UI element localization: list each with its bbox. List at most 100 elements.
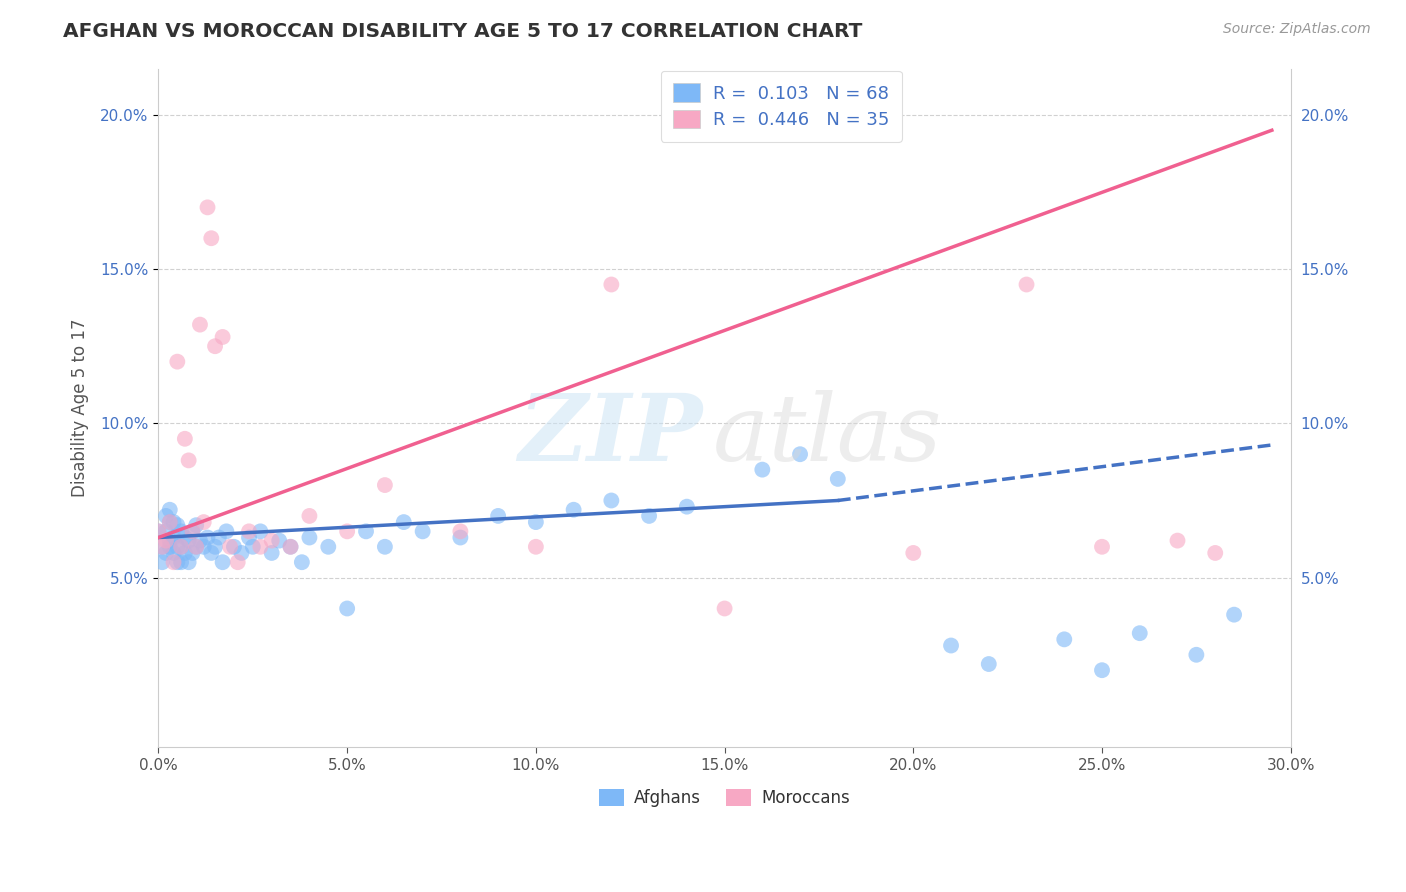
Point (166, 555, 188, 569)
Point (1185, 648, 1208, 662)
Point (188, 533, 211, 548)
Point (226, 555, 249, 569)
Point (751, 463, 773, 477)
Point (524, 540, 547, 554)
Point (177, 555, 200, 569)
Point (939, 639, 962, 653)
Point (713, 601, 735, 615)
Point (159, 533, 181, 548)
Point (186, 518, 208, 533)
Point (1053, 632, 1076, 647)
Point (238, 524, 260, 539)
Point (789, 447, 811, 461)
Text: ZIP: ZIP (517, 390, 702, 480)
Point (238, 531, 260, 545)
Point (354, 524, 377, 539)
Point (170, 540, 193, 554)
Point (200, 231, 222, 245)
Point (159, 515, 181, 529)
Point (186, 540, 208, 554)
Point (280, 540, 302, 554)
Point (449, 531, 471, 545)
Point (260, 533, 283, 548)
Point (148, 524, 170, 539)
Point (150, 555, 173, 569)
Point (291, 555, 314, 569)
Point (412, 524, 434, 539)
Point (600, 277, 623, 292)
Point (177, 533, 200, 548)
Point (208, 531, 231, 545)
Text: atlas: atlas (713, 390, 943, 480)
Point (977, 657, 1000, 671)
Point (166, 354, 188, 368)
Point (159, 502, 181, 516)
Point (204, 339, 226, 353)
Point (903, 546, 925, 560)
Point (150, 540, 173, 554)
Point (181, 546, 204, 560)
Point (374, 540, 396, 554)
Point (336, 524, 359, 539)
Point (159, 540, 181, 554)
Point (486, 508, 509, 523)
Point (1015, 277, 1038, 292)
Point (562, 502, 585, 516)
Point (1223, 607, 1246, 622)
Point (676, 500, 699, 514)
Point (392, 515, 415, 529)
Point (827, 472, 849, 486)
Point (249, 524, 271, 539)
Point (162, 555, 184, 569)
Text: Source: ZipAtlas.com: Source: ZipAtlas.com (1223, 22, 1371, 37)
Point (219, 540, 242, 554)
Point (159, 515, 181, 529)
Point (170, 555, 193, 569)
Point (193, 515, 215, 529)
Point (211, 555, 233, 569)
Point (1129, 626, 1152, 640)
Point (177, 453, 200, 467)
Point (162, 515, 184, 529)
Point (374, 478, 396, 492)
Point (173, 531, 195, 545)
Point (449, 524, 471, 539)
Point (150, 540, 173, 554)
Point (298, 531, 321, 545)
Point (197, 200, 219, 214)
Point (1091, 663, 1114, 677)
Point (269, 533, 291, 548)
Point (260, 546, 283, 560)
Point (298, 508, 321, 523)
Point (222, 540, 245, 554)
Point (215, 524, 238, 539)
Point (231, 546, 253, 560)
Point (148, 524, 170, 539)
Point (316, 540, 339, 554)
Point (155, 524, 177, 539)
Point (211, 330, 233, 344)
Point (170, 540, 193, 554)
Point (524, 515, 547, 529)
Point (166, 540, 188, 554)
Point (193, 540, 215, 554)
Point (155, 546, 177, 560)
Point (170, 524, 193, 539)
Point (166, 518, 188, 533)
Point (155, 533, 177, 548)
Point (188, 318, 211, 332)
Text: AFGHAN VS MOROCCAN DISABILITY AGE 5 TO 17 CORRELATION CHART: AFGHAN VS MOROCCAN DISABILITY AGE 5 TO 1… (63, 22, 863, 41)
Point (173, 546, 195, 560)
Point (181, 524, 204, 539)
Point (200, 546, 222, 560)
Point (1204, 546, 1226, 560)
Point (186, 540, 208, 554)
Point (1166, 533, 1188, 548)
Point (242, 540, 264, 554)
Point (1091, 540, 1114, 554)
Legend: Afghans, Moroccans: Afghans, Moroccans (592, 782, 856, 814)
Y-axis label: Disability Age 5 to 17: Disability Age 5 to 17 (72, 318, 89, 497)
Point (181, 524, 204, 539)
Point (204, 540, 226, 554)
Point (336, 601, 359, 615)
